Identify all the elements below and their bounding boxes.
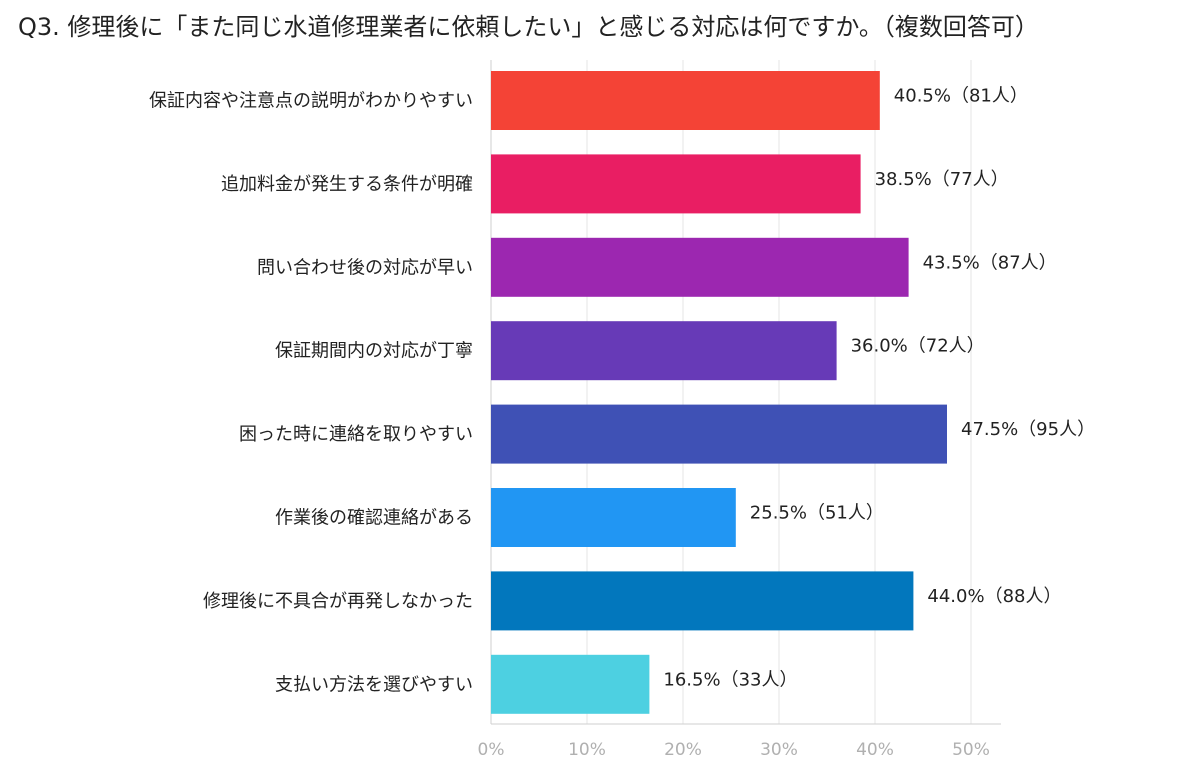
bar <box>491 404 947 464</box>
bar-layer <box>491 71 947 714</box>
value-label: 47.5%（95人） <box>961 419 1095 440</box>
x-tick-label: 30% <box>760 740 798 760</box>
tick-layer: 0% 10% 20% 30% 40% 50% <box>478 740 990 760</box>
x-tick-label: 20% <box>664 740 702 760</box>
x-tick-label: 40% <box>856 740 894 760</box>
bar <box>491 321 837 381</box>
value-label: 36.0%（72人） <box>851 336 985 357</box>
x-tick-label: 10% <box>568 740 606 760</box>
label-layer: 保証内容や注意点の説明がわかりやすい 40.5%（81人） 追加料金が発生する条件が… <box>149 86 1095 696</box>
x-tick-label: 50% <box>952 740 990 760</box>
category-label: 保証内容や注意点の説明がわかりやすい <box>149 91 473 112</box>
bar <box>491 71 880 130</box>
category-label: 支払い方法を選びやすい <box>275 674 473 695</box>
bar <box>491 654 650 714</box>
category-label: 問い合わせ後の対応が早い <box>257 257 473 278</box>
value-label: 25.5%（51人） <box>750 503 884 524</box>
chart-title: Q3. 修理後に「また同じ水道修理業者に依頼したい」と感じる対応は何ですか。（複… <box>18 13 1039 41</box>
category-label: 追加料金が発生する条件が明確 <box>221 174 473 195</box>
value-label: 44.0%（88人） <box>927 586 1061 607</box>
category-label: 保証期間内の対応が丁寧 <box>275 341 473 362</box>
bar <box>491 154 861 214</box>
category-label: 困った時に連絡を取りやすい <box>239 424 473 445</box>
value-label: 38.5%（77人） <box>875 169 1009 190</box>
bar <box>491 237 909 297</box>
value-label: 43.5%（87人） <box>923 252 1057 273</box>
x-tick-label: 0% <box>478 740 505 760</box>
value-label: 40.5%（81人） <box>894 86 1028 107</box>
category-label: 修理後に不具合が再発しなかった <box>203 591 473 612</box>
bar <box>491 488 736 547</box>
category-label: 作業後の確認連絡がある <box>275 508 473 529</box>
value-label: 16.5%（33人） <box>663 669 797 690</box>
bar <box>491 571 914 631</box>
